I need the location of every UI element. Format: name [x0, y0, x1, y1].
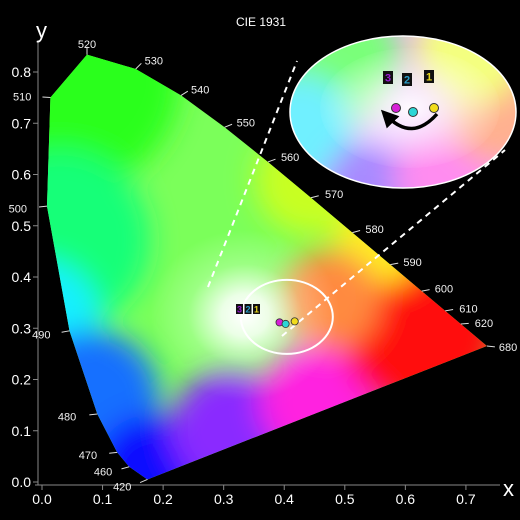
- wavelength-tick: [39, 206, 47, 207]
- inset-data-point: [392, 104, 401, 113]
- wavelength-label: 560: [281, 152, 299, 164]
- y-tick-label: 0.3: [12, 320, 32, 336]
- wavelength-label: 620: [475, 318, 493, 330]
- point-tag-label: 2: [245, 305, 250, 315]
- inset-point-tag-label: 2: [404, 75, 410, 87]
- wavelength-label: 590: [403, 257, 421, 269]
- wavelength-label: 580: [365, 224, 383, 236]
- wavelength-label: 570: [325, 189, 343, 201]
- wavelength-label: 680: [499, 342, 517, 354]
- wavelength-label: 510: [13, 91, 31, 103]
- wavelength-tick: [422, 290, 430, 291]
- wavelength-tick: [390, 263, 398, 264]
- wavelength-label: 500: [9, 203, 27, 215]
- wavelength-label: 470: [79, 450, 97, 462]
- wavelength-label: 550: [237, 117, 255, 129]
- wavelength-label: 460: [94, 467, 112, 479]
- wavelength-tick: [268, 159, 276, 162]
- x-tick-label: 0.7: [456, 491, 476, 507]
- y-tick-label: 0.8: [12, 64, 32, 80]
- inset-data-point: [430, 104, 439, 113]
- y-tick-label: 0.7: [12, 115, 32, 131]
- inset-data-point: [409, 108, 418, 117]
- x-tick-label: 0.0: [32, 491, 52, 507]
- y-tick-label: 0.0: [12, 474, 32, 490]
- x-axis-label: x: [503, 476, 514, 501]
- wavelength-label: 480: [58, 411, 76, 423]
- wavelength-tick: [311, 196, 319, 198]
- wavelength-tick: [89, 414, 97, 415]
- data-point: [282, 320, 289, 327]
- wavelength-label: 600: [435, 284, 453, 296]
- x-tick-label: 0.4: [275, 491, 295, 507]
- y-tick-label: 0.6: [12, 167, 32, 183]
- wavelength-tick: [181, 91, 188, 95]
- wavelength-label: 610: [459, 303, 477, 315]
- inset-point-tag-label: 3: [385, 73, 391, 85]
- y-tick-label: 0.5: [12, 218, 32, 234]
- wavelength-tick: [445, 310, 453, 311]
- chart-title: CIE 1931: [236, 15, 286, 29]
- wavelength-tick: [487, 346, 495, 347]
- wavelength-tick: [352, 231, 360, 233]
- y-axis-label: y: [36, 18, 47, 43]
- x-axis-ticks: 0.0 0.1 0.2 0.3 0.4 0.5 0.6 0.7: [32, 485, 476, 507]
- y-tick-label: 0.2: [12, 372, 32, 388]
- x-tick-label: 0.1: [93, 491, 113, 507]
- y-tick-label: 0.1: [12, 423, 32, 439]
- x-tick-label: 0.2: [153, 491, 173, 507]
- wavelength-label: 540: [191, 84, 209, 96]
- x-tick-label: 0.6: [396, 491, 416, 507]
- point-tag-label: 1: [254, 305, 259, 315]
- point-tag-label: 3: [237, 305, 242, 315]
- data-point: [291, 318, 298, 325]
- wavelength-tick: [62, 331, 70, 332]
- wavelength-tick: [225, 124, 232, 127]
- y-tick-label: 0.4: [12, 269, 32, 285]
- inset-point-tag-label: 1: [426, 72, 432, 84]
- wavelength-label: 520: [78, 39, 96, 51]
- wavelength-tick: [109, 452, 117, 453]
- wavelength-label: 530: [145, 56, 163, 68]
- wavelength-tick: [136, 63, 142, 69]
- wavelength-tick: [121, 467, 129, 469]
- x-tick-label: 0.5: [335, 491, 355, 507]
- wavelength-tick: [461, 323, 469, 324]
- wavelength-label: 490: [32, 329, 50, 341]
- wavelength-label: 420: [113, 482, 131, 494]
- wavelength-tick: [140, 479, 147, 482]
- x-tick-label: 0.3: [214, 491, 234, 507]
- y-axis-ticks: 0.0 0.1 0.2 0.3 0.4 0.5 0.6 0.7 0.8: [12, 64, 38, 490]
